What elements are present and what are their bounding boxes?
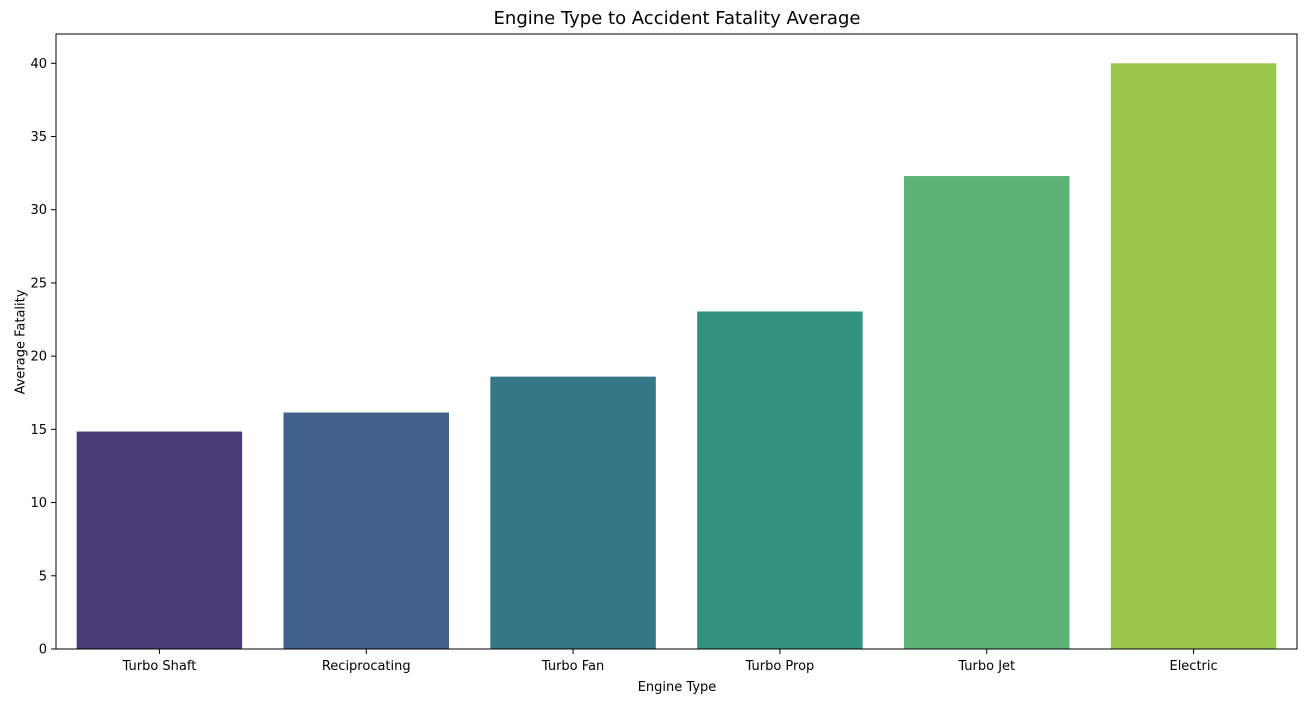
bar-turbo-prop [697,311,863,649]
x-tick-label: Turbo Prop [745,659,815,674]
y-tick-label: 0 [39,643,47,658]
y-tick-label: 40 [30,57,47,72]
y-tick-label: 35 [30,130,47,145]
plot-frame [55,33,1298,650]
y-tick-label: 15 [30,423,47,438]
y-tick-label: 5 [39,569,47,584]
bar-turbo-fan [490,376,656,649]
x-tick-label: Turbo Shaft [122,659,197,674]
bar-electric [1110,63,1277,650]
x-axis-label: Engine Type [638,680,717,695]
bar-turbo-jet [904,176,1070,650]
plot-area: Turbo Shaft Reciprocating Turbo Fan Turbo P… [30,33,1298,674]
bar-reciprocating [283,412,449,649]
y-tick-label: 30 [30,203,47,218]
y-tick-label: 20 [30,350,47,365]
y-axis-label: Average Fatality [14,289,29,394]
chart-title: Engine Type to Accident Fatality Average [494,8,861,29]
bar-turbo-shaft [76,431,243,649]
x-tick-label: Turbo Jet [957,659,1015,674]
x-tick-label: Reciprocating [322,659,411,674]
x-tick-label: Electric [1169,659,1217,674]
x-tick-label: Turbo Fan [541,659,604,674]
y-tick-label: 10 [30,496,47,511]
y-tick-label: 25 [30,276,47,291]
